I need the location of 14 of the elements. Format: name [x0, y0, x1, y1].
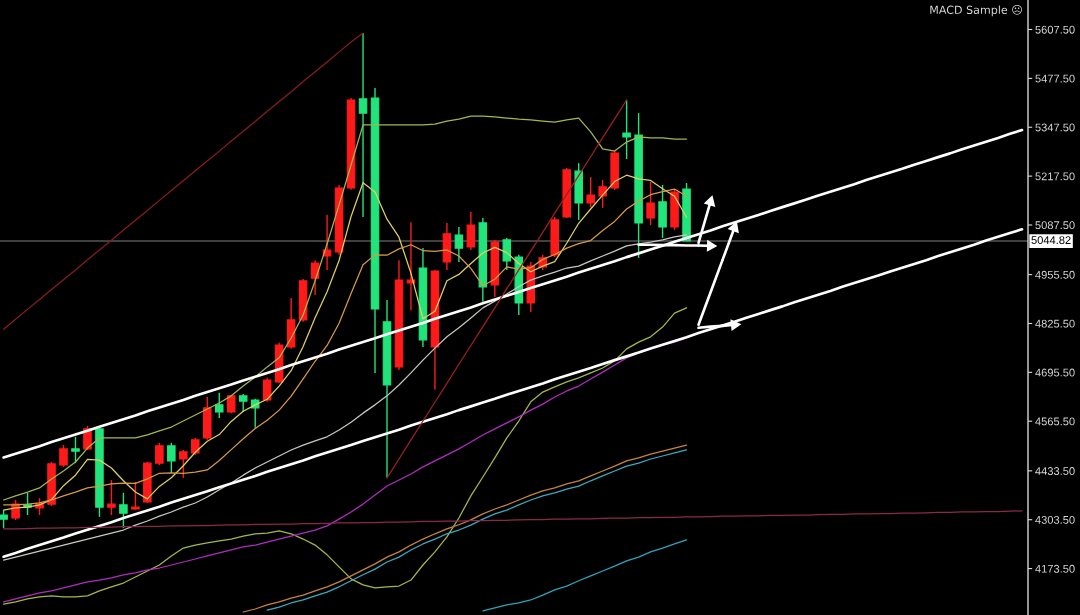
y-tick-label: 5087.50 [1035, 221, 1075, 230]
y-tick-label: 4303.50 [1035, 515, 1075, 524]
y-tick-label: 4695.50 [1035, 368, 1075, 377]
y-tick-label: 4173.50 [1035, 564, 1075, 573]
y-tick-label: 4825.50 [1035, 319, 1075, 328]
y-tick-label: 4955.50 [1035, 270, 1075, 279]
y-tick-label: 5217.50 [1035, 172, 1075, 181]
y-tick-label: 5607.50 [1035, 25, 1075, 34]
y-tick-label: 5347.50 [1035, 123, 1075, 132]
annotation: MACD Sample ☹ [930, 4, 1022, 17]
y-tick-label: 4565.50 [1035, 417, 1075, 426]
y-tick-label: 4433.50 [1035, 467, 1075, 475]
ref-line-label: 5044.82 [1031, 236, 1071, 245]
y-tick-label: 5477.50 [1035, 74, 1075, 83]
